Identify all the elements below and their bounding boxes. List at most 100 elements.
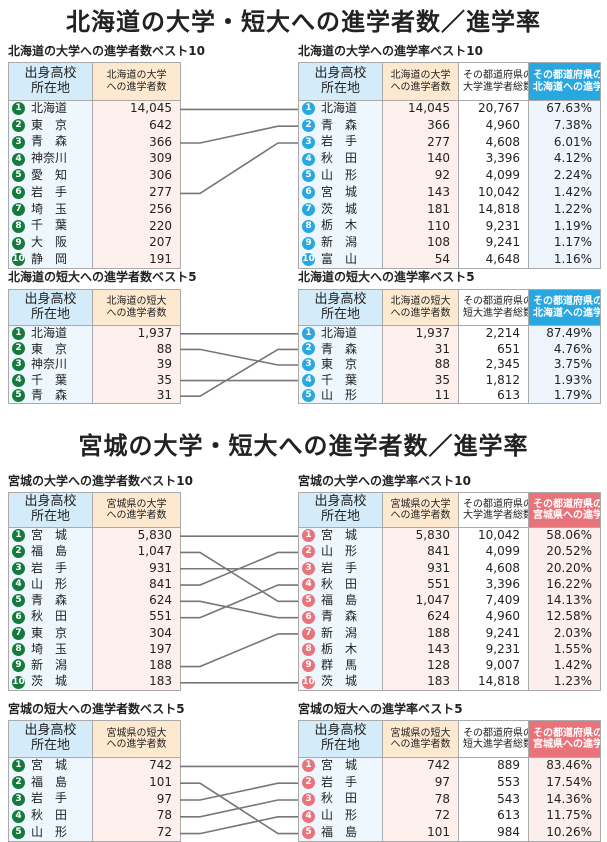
value-cell: 931 bbox=[382, 560, 459, 577]
value-cell: 1.55% bbox=[528, 641, 601, 658]
prefecture-cell: 7 新 潟 bbox=[298, 625, 383, 642]
table-row: 3 岩 手 97 bbox=[8, 791, 181, 808]
value-cell: 256 bbox=[92, 201, 181, 219]
rank-connector-line bbox=[180, 142, 298, 195]
rank-badge: 4 bbox=[302, 152, 315, 166]
value-cell: 742 bbox=[92, 757, 181, 775]
value-cell: 4,960 bbox=[458, 117, 529, 135]
value-cell: 4,960 bbox=[458, 608, 529, 626]
prefecture-cell: 7 埼 玉 bbox=[8, 201, 93, 219]
prefecture-cell: 4 秋 田 bbox=[8, 807, 93, 825]
rank-badge: 2 bbox=[12, 119, 25, 132]
value-cell: 1.79% bbox=[528, 387, 601, 404]
value-cell: 2.24% bbox=[528, 167, 601, 185]
value-cell: 17.54% bbox=[528, 774, 601, 792]
table-row: 7 新 潟 188 9,241 2.03% bbox=[298, 625, 601, 642]
prefecture-cell: 2 東 京 bbox=[8, 117, 93, 135]
value-cell: 88 bbox=[92, 341, 181, 357]
table-row: 1 北海道 1,937 2,214 87.49% bbox=[298, 325, 601, 342]
prefecture-cell: 4 千 葉 bbox=[298, 372, 383, 388]
rank-badge: 1 bbox=[302, 759, 315, 773]
table-row: 3 岩 手 277 4,608 6.01% bbox=[298, 134, 601, 151]
column-header: その都道府県の宮城県への進学率 bbox=[528, 720, 601, 758]
value-cell: 651 bbox=[458, 341, 529, 357]
rank-badge: 10 bbox=[302, 253, 315, 267]
rank-badge: 10 bbox=[12, 253, 25, 267]
prefecture-name: 静 岡 bbox=[31, 251, 68, 266]
table-row: 4 千 葉 35 1,812 1.93% bbox=[298, 372, 601, 388]
rate-table: 出身高校 所在地 北海道の短大 への進学者数 その都道府県の 短大進学者総数 その都道府県の… bbox=[298, 289, 601, 404]
value-cell: 642 bbox=[92, 117, 181, 135]
prefecture-name: 岩 手 bbox=[321, 134, 358, 149]
value-cell: 220 bbox=[92, 218, 181, 235]
prefecture-name: 新 潟 bbox=[31, 658, 68, 673]
value-cell: 9,241 bbox=[458, 625, 529, 642]
value-cell: 2,214 bbox=[458, 325, 529, 342]
rank-badge: 3 bbox=[302, 561, 315, 575]
rank-connector-line bbox=[180, 551, 298, 603]
prefecture-cell: 9 新 潟 bbox=[298, 234, 383, 252]
value-cell: 9,231 bbox=[458, 218, 529, 235]
title-hokkaido: 北海道の大学・短大への進学者数／進学率 bbox=[66, 8, 541, 36]
value-cell: 97 bbox=[382, 774, 459, 792]
prefecture-cell: 3 青 森 bbox=[8, 134, 93, 151]
rank-badge: 3 bbox=[302, 135, 315, 149]
prefecture-name: 秋 田 bbox=[321, 151, 358, 166]
value-cell: 31 bbox=[382, 341, 459, 357]
rank-badge: 4 bbox=[302, 577, 315, 591]
rank-badge: 2 bbox=[302, 342, 315, 356]
table-row: 3 青 森 366 bbox=[8, 134, 181, 151]
rank-badge: 5 bbox=[302, 594, 315, 608]
table-row: 2 東 京 88 bbox=[8, 341, 181, 357]
value-cell: 306 bbox=[92, 167, 181, 185]
column-header: 宮城県の大学 への進学者数 bbox=[92, 492, 181, 528]
prefecture-cell: 10 静 岡 bbox=[8, 251, 93, 269]
right-table-title: 北海道の短大への進学率ベスト5 bbox=[298, 270, 475, 284]
rank-badge: 2 bbox=[302, 545, 315, 559]
value-cell: 183 bbox=[92, 674, 181, 691]
value-cell: 624 bbox=[382, 608, 459, 626]
prefecture-cell: 3 秋 田 bbox=[298, 791, 383, 808]
rank-connector-line bbox=[180, 600, 298, 619]
value-cell: 207 bbox=[92, 234, 181, 252]
rank-badge: 8 bbox=[12, 643, 25, 657]
value-cell: 14,045 bbox=[92, 100, 181, 118]
table-row: 5 福 島 1,047 7,409 14.13% bbox=[298, 592, 601, 609]
prefecture-name: 岩 手 bbox=[31, 560, 68, 575]
value-cell: 35 bbox=[382, 372, 459, 388]
value-cell: 9,241 bbox=[458, 234, 529, 252]
prefecture-cell: 6 秋 田 bbox=[8, 608, 93, 626]
value-cell: 191 bbox=[92, 251, 181, 269]
table-row: 4 秋 田 551 3,396 16.22% bbox=[298, 576, 601, 593]
value-cell: 4.76% bbox=[528, 341, 601, 357]
value-cell: 7.38% bbox=[528, 117, 601, 135]
value-cell: 984 bbox=[458, 824, 529, 842]
rank-connector-line bbox=[180, 815, 298, 835]
prefecture-cell: 3 神奈川 bbox=[8, 356, 93, 373]
column-header: その都道府県の 短大進学者総数 bbox=[458, 720, 529, 758]
prefecture-name: 茨 城 bbox=[321, 201, 358, 216]
table-row: 2 福 島 1,047 bbox=[8, 543, 181, 561]
prefecture-name: 埼 玉 bbox=[31, 642, 68, 656]
header-row: 出身高校 所在地 宮城県の大学 への進学者数 bbox=[8, 492, 181, 528]
table-row: 8 千 葉 220 bbox=[8, 218, 181, 235]
prefecture-name: 秋 田 bbox=[321, 791, 358, 806]
prefecture-cell: 1 宮 城 bbox=[8, 757, 93, 775]
rank-badge: 1 bbox=[12, 529, 25, 543]
column-header: 出身高校 所在地 bbox=[8, 492, 93, 528]
value-cell: 67.63% bbox=[528, 100, 601, 118]
column-header: その都道府県の宮城県への進学率 bbox=[528, 492, 601, 528]
value-cell: 4,648 bbox=[458, 251, 529, 269]
column-header: その都道府県の 短大進学者総数 bbox=[458, 289, 529, 326]
column-header: 出身高校 所在地 bbox=[298, 492, 383, 528]
table-row: 1 宮 城 742 bbox=[8, 757, 181, 775]
prefecture-name: 山 形 bbox=[321, 388, 358, 403]
prefecture-cell: 5 山 形 bbox=[298, 167, 383, 185]
header-row: 出身高校 所在地 宮城県の短大 への進学者数 bbox=[8, 720, 181, 758]
value-cell: 20,767 bbox=[458, 100, 529, 118]
count-table: 出身高校 所在地 北海道の短大 への進学者数 1 北海道 1,937 2 東 京 88 3 神奈川 39… bbox=[8, 289, 181, 404]
value-cell: 7,409 bbox=[458, 592, 529, 609]
value-cell: 1,937 bbox=[92, 325, 181, 342]
